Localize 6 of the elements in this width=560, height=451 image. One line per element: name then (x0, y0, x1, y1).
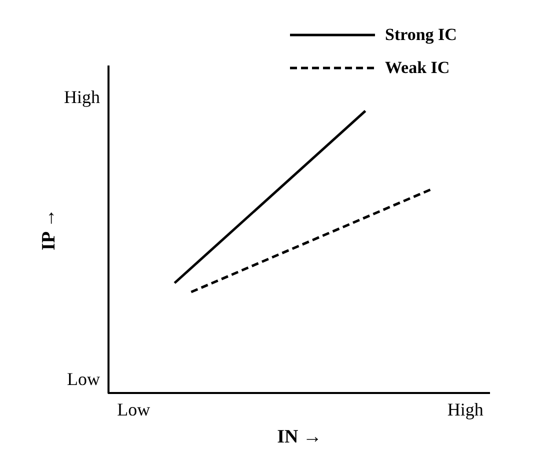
legend-label: Weak IC (385, 58, 450, 77)
legend-label: Strong IC (385, 25, 457, 44)
text: High (64, 87, 100, 107)
x-axis-title: IN → (277, 426, 322, 448)
y-axis-title: IP → (38, 208, 60, 250)
text: Low (67, 369, 100, 389)
